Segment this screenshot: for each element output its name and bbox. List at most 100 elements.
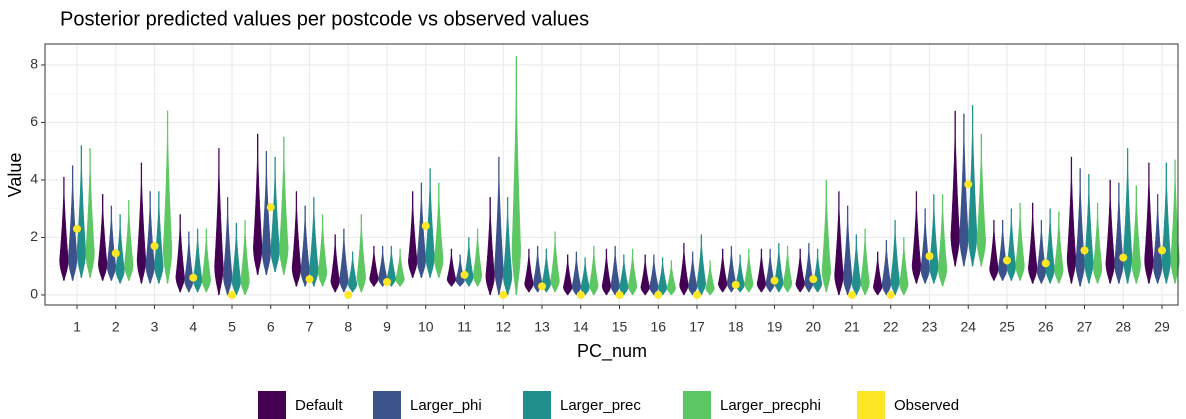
violin: [1054, 211, 1064, 284]
observed-point: [1158, 246, 1166, 255]
violin: [950, 110, 960, 267]
observed-point: [1003, 256, 1011, 265]
violin: [718, 248, 728, 293]
violin: [1131, 185, 1141, 284]
observed-point: [731, 280, 740, 289]
violin: [59, 176, 69, 281]
observed-point: [770, 276, 779, 285]
violin: [989, 219, 999, 281]
y-axis-label: Value: [5, 153, 25, 198]
x-tick-label: 2: [112, 319, 120, 335]
y-tick-label: 0: [30, 286, 38, 302]
violin: [619, 254, 629, 296]
x-tick-label: 7: [306, 319, 314, 335]
violin: [782, 245, 793, 293]
x-tick-label: 24: [960, 319, 976, 335]
observed-point: [1119, 253, 1128, 262]
panel-border: [44, 43, 1179, 306]
violin: [627, 248, 638, 296]
x-tick-label: 27: [1077, 319, 1093, 335]
y-tick-label: 2: [30, 228, 38, 244]
x-tick-label: 11: [457, 319, 472, 335]
violin: [1066, 156, 1077, 284]
x-tick-label: 9: [383, 319, 391, 335]
observed-point: [111, 249, 120, 258]
violin: [434, 182, 444, 278]
observed-point: [693, 290, 701, 299]
violin: [231, 222, 241, 296]
violin: [571, 251, 582, 296]
violin: [124, 199, 134, 281]
violin: [533, 245, 543, 293]
observed-point: [344, 290, 353, 299]
observed-point: [383, 278, 391, 287]
observed-point: [499, 290, 508, 299]
violin: [860, 228, 870, 296]
x-tick-label: 23: [922, 319, 938, 335]
legend-key: [683, 391, 711, 419]
x-tick-label: 4: [189, 319, 197, 335]
observed-point: [576, 290, 585, 299]
violin: [317, 214, 328, 287]
violin: [610, 245, 620, 296]
x-tick-label: 19: [767, 319, 783, 335]
violin: [1015, 202, 1025, 281]
violin: [657, 257, 668, 296]
y-tick-label: 6: [30, 113, 38, 129]
violin: [386, 245, 396, 287]
violin: [649, 254, 659, 296]
violin: [524, 248, 534, 293]
observed-point: [1080, 246, 1089, 255]
violin: [580, 257, 590, 296]
observed-point: [886, 290, 895, 299]
legend-label: Observed: [894, 397, 959, 414]
x-tick-label: 16: [650, 319, 666, 335]
violin: [967, 104, 978, 267]
violin: [834, 191, 844, 296]
observed-point: [809, 275, 818, 284]
violin: [330, 234, 340, 293]
x-tick-label: 5: [228, 319, 236, 335]
observed-point: [228, 290, 236, 299]
violin: [369, 245, 379, 287]
violin: [68, 165, 78, 281]
x-tick-label: 12: [495, 319, 511, 335]
violin: [76, 145, 86, 278]
violin: [309, 196, 319, 287]
violin: [589, 245, 599, 296]
violin: [136, 162, 147, 284]
x-tick-label: 1: [73, 319, 81, 335]
violin: [890, 219, 900, 296]
legend-key: [258, 391, 286, 419]
observed-point: [189, 273, 198, 282]
violin: [937, 194, 948, 287]
violin: [494, 156, 504, 296]
legend-key: [857, 391, 885, 419]
violin: [851, 234, 861, 296]
observed-point: [654, 290, 663, 299]
observed-point: [964, 180, 973, 189]
violin: [601, 248, 612, 296]
violin: [339, 228, 349, 293]
observed-point: [538, 282, 546, 291]
violin: [1144, 162, 1154, 284]
violin: [291, 191, 302, 287]
violin: [843, 205, 853, 296]
violin: [679, 242, 689, 296]
observed-point: [421, 221, 430, 230]
y-tick-label: 8: [30, 56, 38, 72]
violin: [511, 56, 521, 296]
x-tick-label: 13: [534, 319, 550, 335]
violin: [911, 191, 922, 284]
x-tick-label: 17: [689, 319, 705, 335]
observed-point: [1041, 259, 1050, 268]
observed-point: [848, 290, 856, 299]
legend-label: Default: [295, 397, 343, 414]
violin: [976, 133, 986, 267]
violin: [425, 168, 435, 278]
violin: [873, 251, 883, 296]
legend-label: Larger_prec: [560, 397, 641, 414]
violin: [726, 245, 737, 293]
violin: [705, 260, 715, 296]
